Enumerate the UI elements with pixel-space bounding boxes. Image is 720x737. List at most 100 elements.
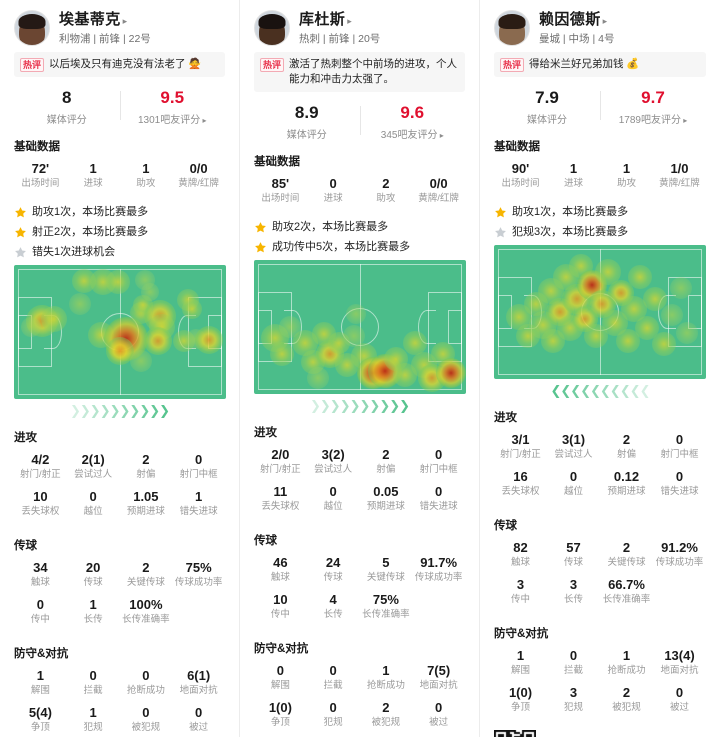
highlight-item: 助攻1次，本场比赛最多 — [14, 205, 225, 219]
stat-value: 2 — [622, 540, 631, 555]
arrow-chevron-icon: ❮ — [580, 383, 591, 398]
stat-cell: 3 传中 — [494, 576, 547, 606]
heat-blob — [144, 327, 173, 356]
stat-label: 解围 — [270, 680, 290, 691]
stat-label: 出场时间 — [21, 178, 60, 189]
stat-cell: 1 犯规 — [67, 704, 120, 734]
stat-cell: 1 错失进球 — [172, 488, 225, 518]
stat-cell: 7(5) 地面对抗 — [412, 662, 465, 692]
stat-cell: 75% 长传准确率 — [360, 591, 413, 621]
heat-blob — [342, 325, 365, 348]
hot-comment-row[interactable]: 热评 激活了热刺整个中前场的进攻，个人能力和冲击力太强了。 — [254, 52, 465, 92]
highlight-text: 错失1次进球机会 — [32, 246, 116, 258]
stat-label: 出场时间 — [261, 193, 300, 204]
fans-rating[interactable]: 9.5 1301吧友评分 ▸ — [119, 87, 226, 126]
stat-value: 2 — [622, 685, 631, 700]
chevron-right-icon: ▸ — [122, 15, 128, 26]
player-name[interactable]: 埃基蒂克 ▸ — [59, 10, 128, 28]
stat-label: 射门中框 — [419, 464, 458, 475]
highlight-text: 助攻1次，本场比赛最多 — [512, 206, 629, 218]
fans-rating[interactable]: 9.6 345吧友评分 ▸ — [359, 102, 466, 141]
stat-cell: 0 拦截 — [547, 647, 600, 677]
stat-label: 争顶 — [30, 722, 50, 733]
stat-cell: 20 传球 — [67, 559, 120, 589]
stat-label: 关键传球 — [366, 572, 405, 583]
arrow-chevron-icon: ❯ — [339, 398, 351, 413]
stat-value: 10 — [33, 489, 48, 504]
stat-label: 尝试过人 — [554, 449, 593, 460]
stat-label: 传中 — [30, 614, 50, 625]
section-title-attack: 进攻 — [254, 427, 277, 439]
stat-label: 犯规 — [323, 717, 343, 728]
heat-blob — [403, 331, 428, 356]
heat-blob — [345, 303, 366, 324]
stat-label: 进球 — [323, 193, 343, 204]
arrow-chevron-icon: ❯ — [389, 398, 400, 413]
stat-label: 错失进球 — [419, 501, 458, 512]
arrow-chevron-icon: ❯ — [109, 403, 121, 418]
heat-blob — [306, 366, 329, 389]
stat-cell: 0 被过 — [172, 704, 225, 734]
stat-cell: 1(0) 争顶 — [494, 684, 547, 714]
section-title-pass: 传球 — [14, 540, 37, 552]
attack-grid: 2/0 射门/射正 3(2) 尝试过人 2 射偏 0 射门中框 11 丢失球权 0 越位 0.05 预期进… — [254, 446, 465, 520]
stat-label: 越位 — [563, 486, 583, 497]
stat-cell: 0.05 预期进球 — [360, 483, 413, 513]
stat-value: 1 — [142, 161, 150, 176]
heat-blob — [140, 282, 159, 301]
media-rating: 8.9 媒体评分 — [254, 102, 360, 141]
heatmap-pitch — [254, 260, 466, 394]
heat-blob — [195, 326, 224, 355]
stat-label: 被过 — [429, 717, 449, 728]
stat-cell: 11 丢失球权 — [254, 483, 307, 513]
stat-cell: 1 抢断成功 — [360, 662, 413, 692]
player-avatar — [494, 10, 530, 46]
stat-value: 0 — [329, 176, 337, 191]
stat-label: 助攻 — [136, 178, 156, 189]
stat-value: 91.7% — [420, 555, 458, 570]
player-name[interactable]: 库杜斯 ▸ — [299, 10, 353, 28]
stat-cell: 3/1 射门/射正 — [494, 431, 547, 461]
stat-cell: 0 射门中框 — [172, 451, 225, 481]
player-header[interactable]: 库杜斯 ▸ 热刺 | 前锋 | 20号 — [254, 0, 465, 46]
pass-grid: 46 触球 24 传球 5 关键传球 91.7% 传球成功率 10 传中 4 长传 75% 长传准确率 — [254, 554, 465, 628]
stat-cell — [653, 576, 706, 606]
heat-blob — [106, 336, 134, 365]
stat-label: 解围 — [510, 665, 530, 676]
stat-label: 地面对抗 — [179, 685, 218, 696]
stat-cell: 2 射偏 — [360, 446, 413, 476]
hot-comment-row[interactable]: 热评 得给米兰好兄弟加钱 💰 — [494, 52, 706, 77]
avatar-hair — [18, 14, 46, 30]
player-header[interactable]: 赖因德斯 ▸ 曼城 | 中场 | 4号 — [494, 0, 706, 46]
stat-cell: 0/0 黄牌/红牌 — [412, 175, 465, 205]
stat-value: 82 — [513, 540, 528, 555]
stat-value: 0 — [675, 469, 684, 484]
stat-label: 射门/射正 — [260, 464, 301, 475]
stat-value: 1 — [89, 705, 97, 720]
fans-rating-value: 9.6 — [400, 103, 425, 122]
fans-rating[interactable]: 9.7 1789吧友评分 ▸ — [600, 87, 706, 126]
stat-label: 传球 — [563, 557, 583, 568]
arrow-chevron-icon: ❯ — [129, 403, 140, 418]
stat-label: 长传 — [563, 594, 583, 605]
stat-cell: 0/0 黄牌/红牌 — [172, 160, 225, 190]
player-name[interactable]: 赖因德斯 ▸ — [539, 10, 608, 28]
ratings-row: 8 媒体评分 9.5 1301吧友评分 ▸ — [14, 87, 225, 126]
stat-value: 0 — [89, 668, 97, 683]
section-title-basic: 基础数据 — [494, 141, 540, 153]
stat-cell — [412, 591, 465, 621]
player-header[interactable]: 埃基蒂克 ▸ 利物浦 | 前锋 | 22号 — [14, 0, 225, 46]
highlights-list: 助攻1次，本场比赛最多 犯规3次，本场比赛最多 — [494, 205, 706, 239]
hot-comment-row[interactable]: 热评 以后埃及只有迪克没有法老了 🙅 — [14, 52, 225, 77]
stat-cell: 1 解围 — [14, 667, 67, 697]
heat-blob — [675, 322, 698, 345]
section-title-pass: 传球 — [494, 520, 517, 532]
stat-value: 4/2 — [31, 452, 50, 467]
arrow-chevron-icon: ❮ — [609, 383, 621, 398]
highlight-item: 助攻1次，本场比赛最多 — [494, 205, 706, 219]
fans-rating-label: 1789吧友评分 ▸ — [618, 115, 688, 126]
stat-label: 犯规 — [83, 722, 103, 733]
stat-cell: 10 丢失球权 — [14, 488, 67, 518]
heat-blob — [661, 303, 684, 326]
